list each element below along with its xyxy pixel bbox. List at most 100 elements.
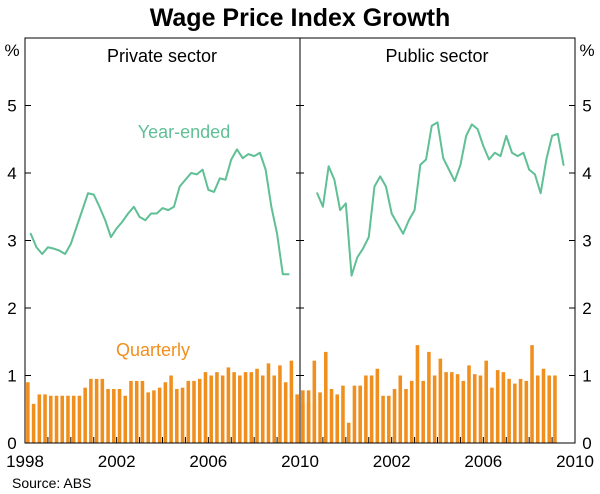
quarterly-bar bbox=[484, 360, 488, 443]
quarterly-bar bbox=[77, 395, 82, 443]
quarterly-bar bbox=[37, 394, 42, 443]
quarterly-bar bbox=[318, 392, 322, 444]
quarterly-bar bbox=[335, 394, 340, 443]
quarterly-bar bbox=[123, 395, 128, 443]
quarterly-bar bbox=[524, 380, 529, 443]
quarterly-bar bbox=[392, 389, 397, 443]
quarterly-bar bbox=[329, 389, 334, 443]
quarterly-bar bbox=[203, 372, 208, 444]
y-tick-label-left: 3 bbox=[7, 232, 16, 251]
quarterly-bar bbox=[472, 374, 477, 443]
quarterly-bar bbox=[415, 345, 420, 444]
quarterly-bar bbox=[180, 387, 185, 443]
quarterly-bar bbox=[134, 380, 139, 443]
quarterly-bar bbox=[278, 365, 282, 444]
quarterly-bar bbox=[157, 387, 162, 443]
panel-public: 2002 2006 2010 bbox=[301, 121, 594, 471]
quarterly-bar bbox=[83, 387, 87, 443]
y-tick-label-left: 5 bbox=[7, 97, 16, 116]
quarterly-bar bbox=[238, 375, 242, 443]
quarterly-bar bbox=[461, 380, 466, 443]
quarterly-bar bbox=[192, 380, 196, 443]
quarterly-bar bbox=[220, 375, 225, 443]
y-tick-label-left: 4 bbox=[7, 164, 16, 183]
quarterly-bar bbox=[94, 378, 99, 444]
quarterly-bar bbox=[398, 375, 403, 443]
y-tick-label-right: 0 bbox=[582, 434, 591, 453]
quarterly-bar bbox=[243, 372, 248, 444]
quarterly-bar bbox=[404, 389, 408, 443]
quarterly-bar bbox=[54, 395, 59, 443]
quarterly-bar bbox=[438, 358, 443, 444]
quarterly-bar bbox=[89, 378, 93, 444]
right-unit-label: % bbox=[579, 41, 594, 60]
quarterly-bar bbox=[306, 390, 311, 443]
quarterly-bar bbox=[518, 378, 523, 444]
quarterly-bar bbox=[301, 390, 305, 443]
quarterly-bar bbox=[346, 422, 351, 443]
quarterly-bar bbox=[467, 365, 471, 444]
y-tick-label-left: 0 bbox=[7, 434, 16, 453]
chart-title: Wage Price Index Growth bbox=[150, 4, 451, 32]
y-tick-label-left: 1 bbox=[7, 367, 16, 386]
quarterly-bar bbox=[450, 372, 454, 444]
quarterly-bar bbox=[146, 392, 150, 444]
quarterly-bar bbox=[283, 382, 288, 443]
quarterly-bar bbox=[129, 380, 133, 443]
quarterly-bar bbox=[106, 389, 110, 443]
quarterly-bar bbox=[432, 375, 437, 443]
panel-private: 1998 2002 2006 2010 bbox=[6, 148, 319, 471]
quarterly-bar bbox=[60, 395, 65, 443]
y-tick-label-right: 4 bbox=[582, 164, 591, 183]
quarterly-bar bbox=[381, 395, 385, 443]
quarterly-bar bbox=[226, 367, 231, 443]
quarterly-bar bbox=[272, 375, 276, 443]
quarterly-bar bbox=[117, 389, 122, 443]
x-tick-label: 1998 bbox=[6, 452, 44, 471]
quarterly-bar bbox=[421, 380, 425, 443]
quarterly-bar bbox=[289, 360, 294, 443]
quarterly-bar bbox=[186, 380, 191, 443]
quarterly-bar bbox=[31, 403, 36, 443]
quarterly-bar bbox=[364, 375, 368, 443]
quarterly-bar bbox=[100, 378, 105, 444]
quarterly-bar bbox=[409, 380, 414, 443]
quarterly-bar bbox=[507, 378, 511, 444]
y-tick-label-left: 2 bbox=[7, 299, 16, 318]
y-tick-label-right: 5 bbox=[582, 97, 591, 116]
year-ended-annotation: Year-ended bbox=[138, 122, 230, 142]
quarterly-bar bbox=[501, 372, 506, 444]
quarterly-bar bbox=[295, 394, 299, 443]
y-tick-label-right: 3 bbox=[582, 232, 591, 251]
quarterly-bar bbox=[553, 375, 557, 443]
x-tick-label: 2002 bbox=[373, 452, 411, 471]
quarterly-bar bbox=[324, 351, 328, 444]
quarterly-bar bbox=[169, 375, 173, 443]
panel-title-public: Public sector bbox=[385, 46, 488, 66]
quarterly-bar bbox=[444, 372, 448, 444]
quarterly-bar bbox=[495, 370, 500, 443]
quarterly-bar bbox=[175, 389, 179, 443]
quarterly-bar bbox=[312, 360, 317, 443]
x-tick-label: 2010 bbox=[556, 452, 594, 471]
quarterly-bar bbox=[455, 374, 460, 443]
quarterly-bar bbox=[266, 363, 271, 443]
quarterly-bar bbox=[249, 372, 254, 444]
x-tick-label: 2006 bbox=[464, 452, 502, 471]
quarterly-bar bbox=[197, 378, 202, 444]
quarterly-bar bbox=[375, 368, 380, 443]
quarterly-annotation: Quarterly bbox=[116, 340, 190, 360]
quarterly-bar bbox=[535, 375, 540, 443]
quarterly-bar bbox=[490, 387, 494, 443]
quarterly-bar bbox=[215, 372, 219, 444]
quarterly-bar bbox=[427, 351, 431, 444]
quarterly-bar bbox=[478, 375, 483, 443]
quarterly-bar bbox=[140, 380, 145, 443]
quarterly-bar bbox=[530, 345, 534, 444]
year-ended-line bbox=[316, 121, 565, 277]
quarterly-bar bbox=[358, 385, 362, 444]
year-ended-line bbox=[29, 148, 290, 276]
quarterly-bar bbox=[209, 375, 213, 443]
quarterly-bar bbox=[163, 382, 168, 443]
